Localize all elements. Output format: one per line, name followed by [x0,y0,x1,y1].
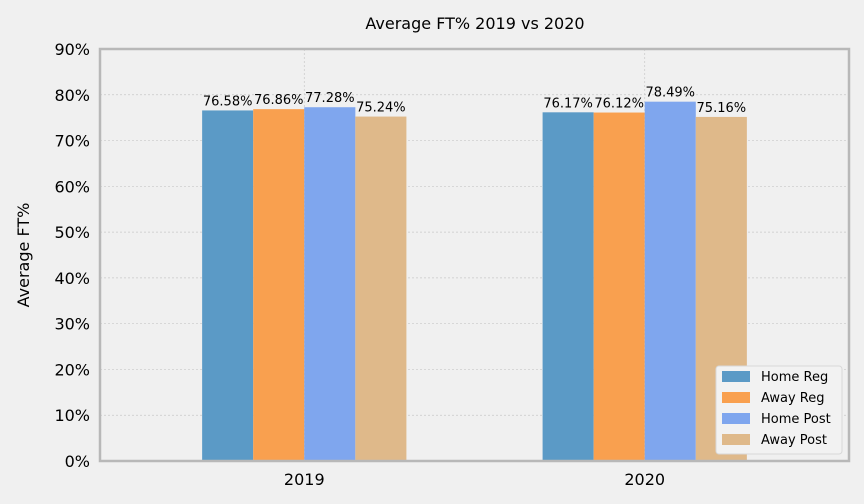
legend-box [715,365,843,455]
bar-value-label: 75.24% [356,101,406,116]
plot-frame [98,47,851,463]
y-tick-label: 60% [54,177,90,196]
y-tick-label: 70% [54,132,90,151]
bar [593,112,645,462]
legend-label: Home Reg [761,370,828,385]
bar [644,101,696,462]
bar-value-label: 76.58% [203,94,253,109]
y-tick-label: 80% [54,86,90,105]
y-tick-label: 50% [54,223,90,242]
bar-value-label: 77.28% [305,91,355,106]
bar [202,110,254,461]
plot-area: 76.58% 76.17% 76.86% 76.12% 77.28% 78.49% 75.2… [54,40,851,489]
y-axis-label: Average FT% [14,203,33,308]
bar-value-label: 78.49% [645,86,695,101]
legend-swatch [722,371,750,382]
chart-title: Average FT% 2019 vs 2020 [365,14,584,33]
y-tick-label: 90% [54,40,90,59]
bar-value-label: 75.16% [697,101,747,116]
y-tick-label: 40% [54,269,90,288]
y-tick-label: 0% [65,452,90,471]
y-tick-label: 10% [54,406,90,425]
y-tick-label: 20% [54,360,90,379]
y-tick-label: 30% [54,315,90,334]
x-tick-label: 2019 [284,470,325,489]
legend-label: Away Reg [761,391,825,406]
x-tick-label: 2020 [624,470,665,489]
bar [542,112,594,461]
legend-swatch [722,434,750,445]
bar-value-label: 76.17% [543,96,593,111]
legend-swatch [722,392,750,403]
bar [304,107,356,461]
legend-label: Home Post [761,412,831,427]
bar-value-label: 76.86% [254,93,304,108]
bar [253,109,305,461]
bar-value-label: 76.12% [594,97,644,112]
bar [355,116,407,462]
legend-swatch [722,413,750,424]
legend-label: Away Post [761,433,827,448]
